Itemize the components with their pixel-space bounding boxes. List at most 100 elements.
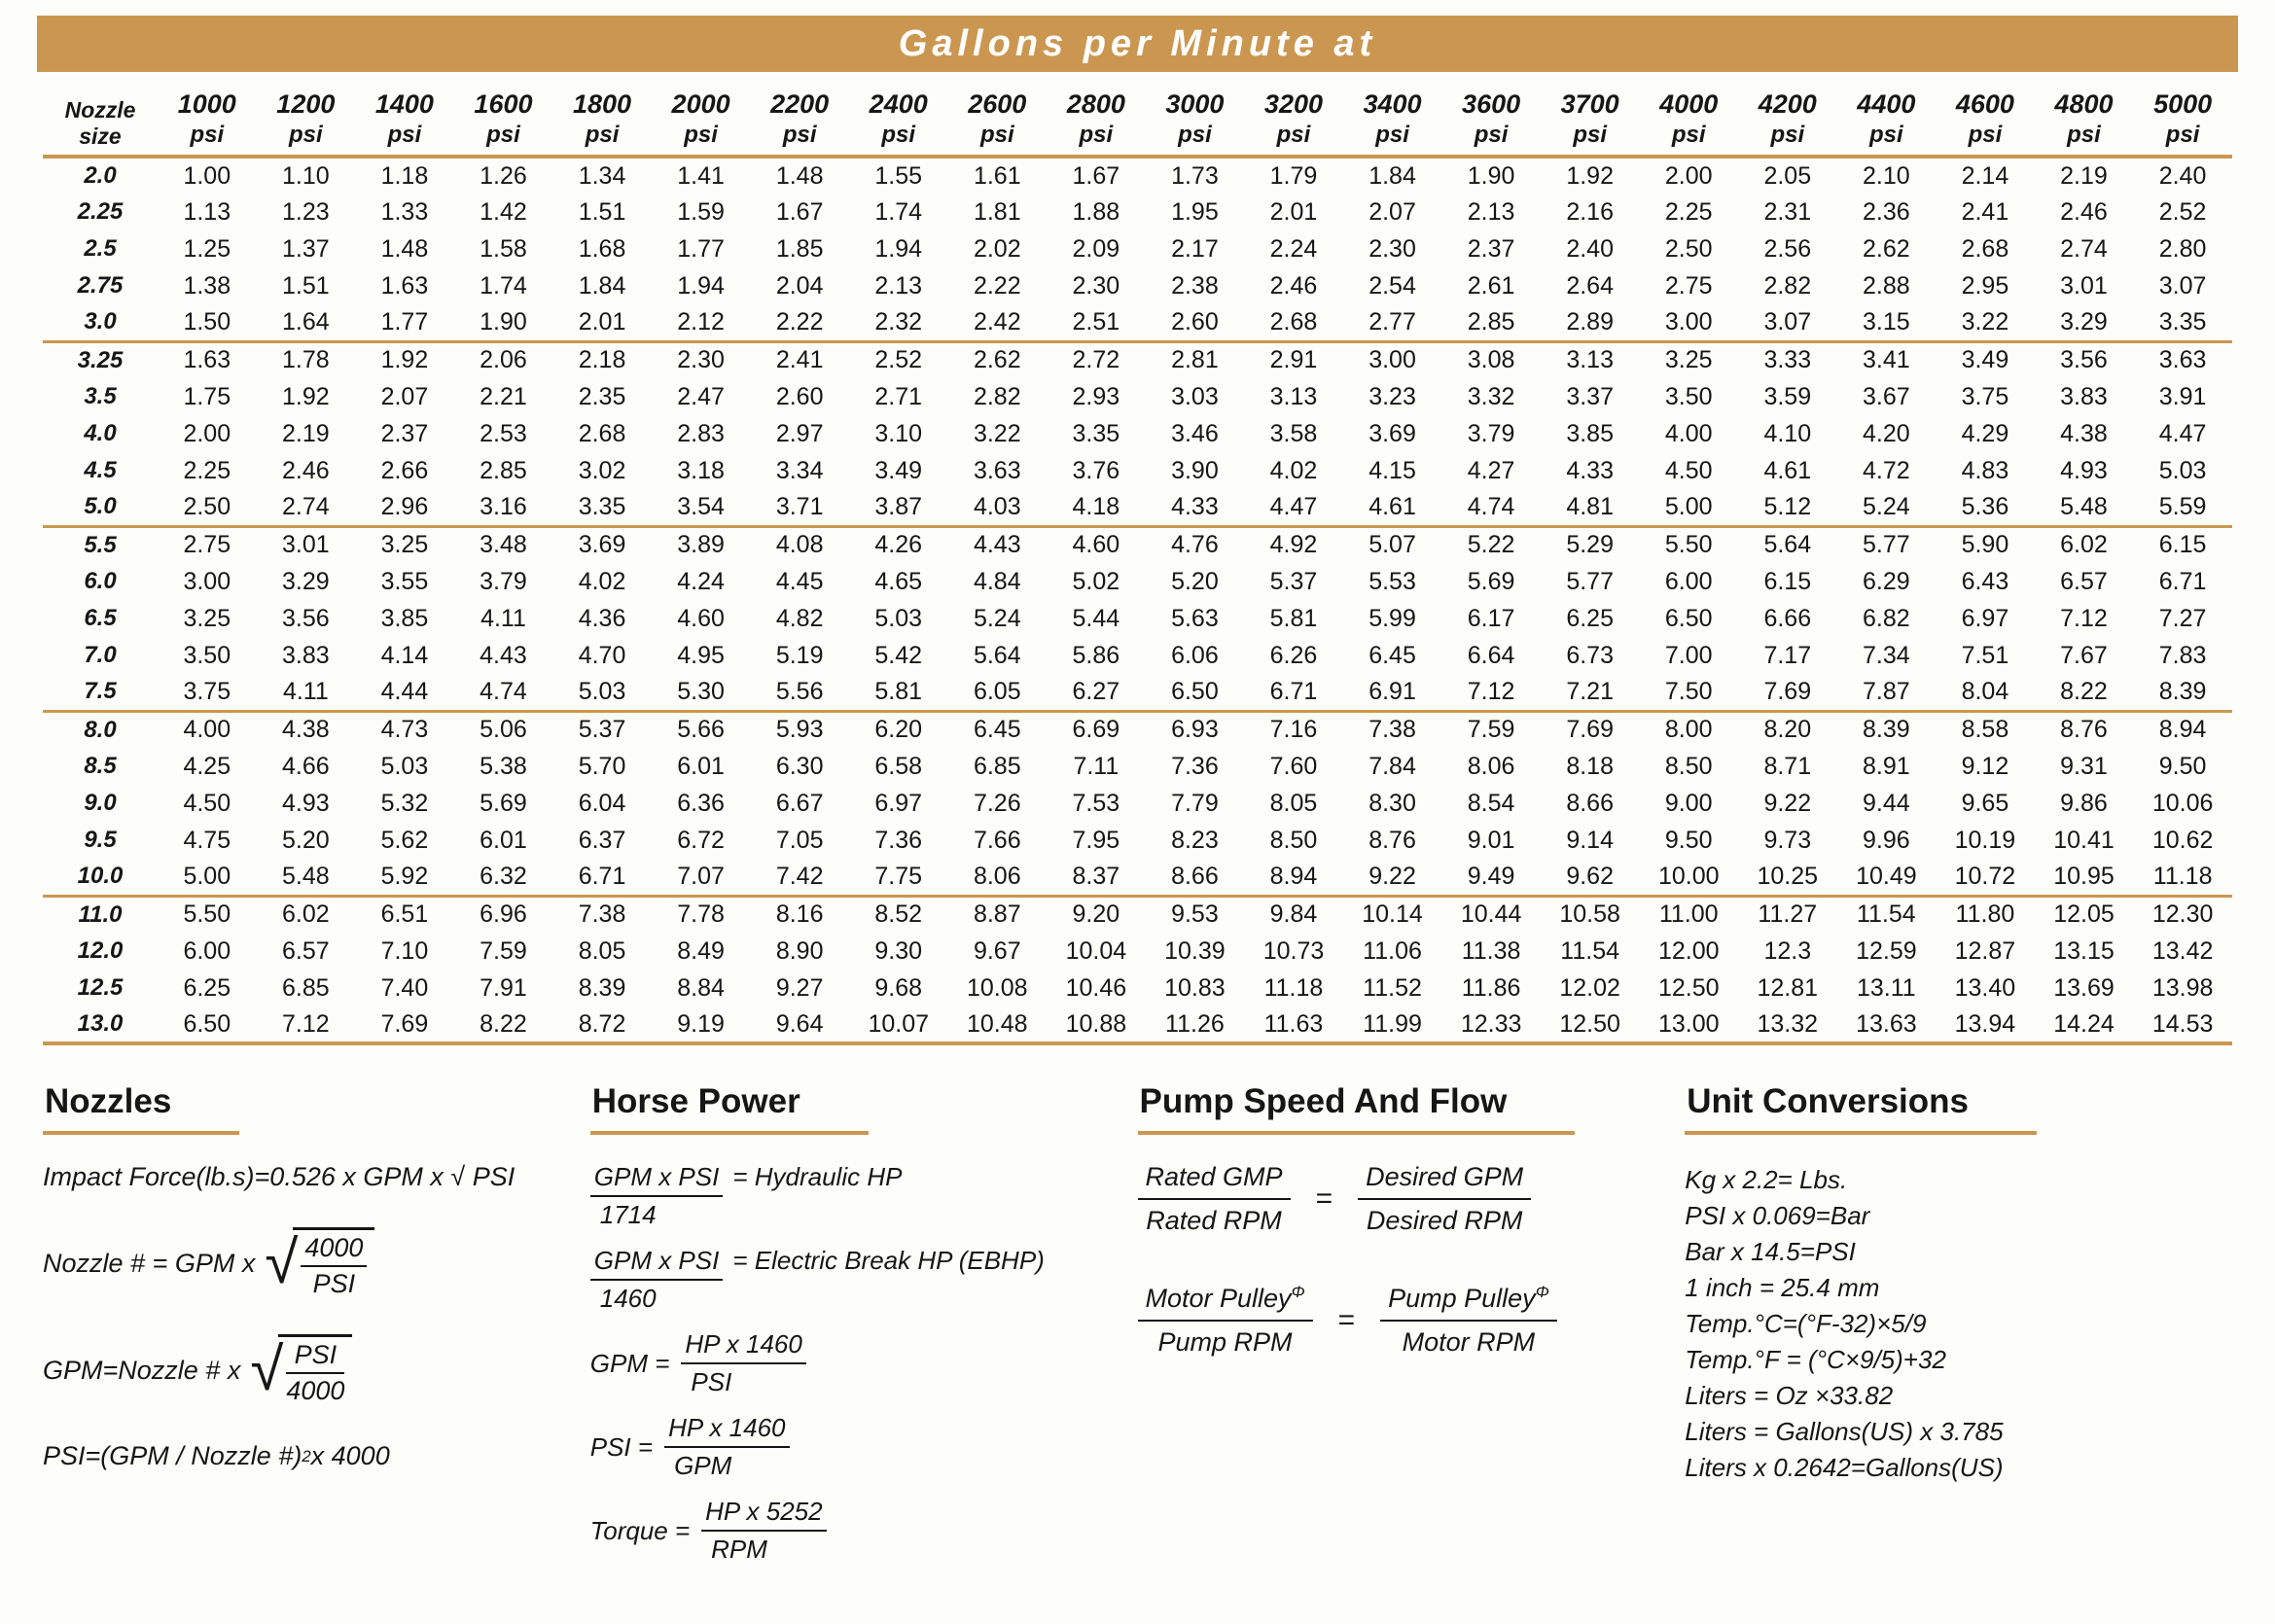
- nozzle-size-cell: 3.25: [43, 339, 158, 378]
- gpm-cell: 1.63: [380, 271, 429, 300]
- gpm-cell: 10.04: [1065, 936, 1127, 965]
- unit-conversions-heading: Unit Conversions: [1685, 1082, 2038, 1135]
- gpm-cell: 2.13: [1467, 197, 1515, 226]
- gpm-cell: 2.74: [2060, 234, 2108, 263]
- fraction-denominator: PSI: [312, 1269, 356, 1298]
- gpm-cell: 4.18: [1072, 492, 1120, 520]
- gpm-cell: 4.74: [1467, 492, 1515, 520]
- table-row: 9.0 4.50 4.93 5.32 5.69 6.04 6.36 6.67 6.97 7.26 7…: [43, 785, 2232, 822]
- nozzle-size-cell: 4.5: [84, 457, 117, 483]
- fraction-denominator: Desired RPM: [1366, 1206, 1523, 1235]
- gpm-cell: 1.51: [578, 197, 626, 226]
- gpm-cell: 4.70: [578, 641, 626, 669]
- gpm-cell: 9.44: [1863, 789, 1910, 817]
- gpm-cell: 5.93: [750, 709, 849, 748]
- gpm-cell: 9.62: [1566, 862, 1614, 890]
- gpm-cell: 9.96: [1863, 826, 1910, 854]
- gpm-cell: 8.49: [677, 936, 725, 965]
- gpm-cell: 10.06: [2151, 789, 2214, 817]
- gpm-cell: 2.41: [750, 339, 849, 378]
- gpm-cell: 6.05: [973, 677, 1021, 705]
- gpm-cell: 8.37: [1072, 862, 1120, 890]
- gpm-cell: 7.11: [1073, 752, 1120, 780]
- psi-column-header: 1200 psi: [257, 82, 356, 157]
- gpm-cell: 3.07: [1763, 307, 1812, 335]
- gpm-cell: 8.06: [973, 862, 1021, 890]
- gpm-cell: 13.63: [1856, 1009, 1917, 1038]
- nozzle-size-cell: 5.5: [43, 524, 158, 563]
- gpm-cell: 6.71: [578, 862, 626, 890]
- gpm-cell: 3.79: [480, 567, 527, 595]
- equals-sign: =: [1315, 1183, 1333, 1215]
- fraction: Rated GMP Rated RPM: [1137, 1162, 1291, 1236]
- gpm-cell: 6.36: [677, 789, 725, 817]
- psi-column-header: 3200 psi: [1244, 82, 1343, 157]
- gpm-cell: 4.65: [874, 567, 923, 595]
- gpm-cell: 2.85: [1467, 307, 1515, 335]
- psi-value: 1800: [572, 89, 632, 119]
- psi-value: 3000: [1165, 89, 1225, 119]
- impact-force-formula: Impact Force(lb.s)=0.526 x GPM x √ PSI: [43, 1162, 515, 1191]
- gpm-cell: 1.42: [480, 197, 527, 226]
- gpm-cell: 4.60: [1047, 524, 1146, 563]
- gpm-cell: 11.86: [1461, 973, 1521, 1002]
- psi-column-header: 5000 psi: [2133, 82, 2232, 157]
- nozzle-size-cell: 9.0: [84, 790, 117, 816]
- gpm-cell: 13.40: [1954, 973, 2016, 1002]
- gpm-cell: 1.94: [677, 271, 725, 300]
- gpm-cell: 1.92: [1566, 161, 1614, 190]
- gpm-cell: 1.13: [183, 197, 231, 226]
- nozzle-size-cell: 8.5: [84, 753, 117, 779]
- table-row: 12.0 6.00 6.57 7.10 7.59 8.05 8.49 8.90 9.30 9.67…: [43, 933, 2232, 970]
- psi-value: 1600: [474, 89, 533, 119]
- gpm-cell: 3.33: [1738, 339, 1837, 378]
- gpm-cell: 12.00: [1657, 936, 1720, 965]
- gpm-cell: 10.25: [1757, 862, 1819, 890]
- fraction-numerator: HP x 1460: [681, 1329, 806, 1364]
- gpm-cell: 8.22: [2060, 677, 2108, 705]
- gpm-cell: 3.18: [677, 456, 725, 484]
- gpm-cell: 3.75: [183, 677, 231, 705]
- gpm-cell: 1.77: [677, 234, 725, 263]
- fraction-numerator: PSI: [286, 1340, 345, 1374]
- gpm-cell: 11.00: [1639, 894, 1738, 933]
- formula-prefix: Torque =: [589, 1515, 691, 1545]
- gpm-cell: 4.61: [1369, 492, 1416, 520]
- gpm-cell: 3.01: [2060, 271, 2108, 300]
- unit-conversion-list: Kg x 2.2= Lbs. PSI x 0.069=Bar Bar x 14.5=…: [1685, 1162, 2205, 1486]
- psi-value: 2000: [671, 89, 730, 119]
- gpm-cell: 6.85: [282, 973, 330, 1002]
- gpm-cell: 6.58: [874, 752, 923, 780]
- gpm-cell: 1.68: [578, 234, 626, 263]
- gpm-cell: 8.39: [578, 973, 626, 1002]
- gpm-cell: 6.72: [677, 826, 725, 854]
- square-root: √ 4000 PSI: [265, 1227, 375, 1299]
- gpm-cell: 12.02: [1559, 973, 1620, 1002]
- gpm-cell: 13.94: [1954, 1009, 2016, 1038]
- conversion-line: Liters = Oz ×33.82: [1685, 1381, 1894, 1410]
- gpm-cell: 4.38: [256, 709, 356, 748]
- psi-value: 4800: [2054, 89, 2114, 119]
- conversion-line: Temp.°C=(°F-32)×5/9: [1685, 1309, 1927, 1338]
- gpm-cell: 7.16: [1244, 709, 1343, 748]
- gpm-cell: 1.74: [874, 197, 923, 226]
- gpm-cell: 5.50: [1639, 524, 1738, 563]
- gpm-cell: 11.54: [1560, 936, 1620, 965]
- conversion-line: Bar x 14.5=PSI: [1685, 1237, 1856, 1266]
- gpm-cell: 2.19: [2060, 161, 2108, 190]
- gpm-cell: 2.80: [2158, 234, 2207, 263]
- gpm-cell: 1.23: [282, 197, 330, 226]
- gpm-cell: 3.59: [1763, 382, 1812, 410]
- square-root: √ PSI 4000: [250, 1334, 353, 1406]
- conversion-line: Temp.°F = (°C×9/5)+32: [1685, 1345, 1946, 1374]
- gpm-cell: 6.85: [973, 752, 1021, 780]
- gpm-cell: 4.08: [750, 524, 849, 563]
- gpm-cell: 7.69: [1540, 709, 1640, 748]
- gpm-cell: 3.91: [2158, 382, 2207, 410]
- gpm-cell: 2.17: [1171, 234, 1219, 263]
- psi-column-header: 1000 psi: [158, 82, 257, 157]
- gpm-cell: 2.72: [1047, 339, 1146, 378]
- gpm-cell: 5.86: [1072, 641, 1120, 669]
- psi-unit-label: psi: [486, 122, 520, 148]
- psi-value: 1400: [374, 89, 434, 119]
